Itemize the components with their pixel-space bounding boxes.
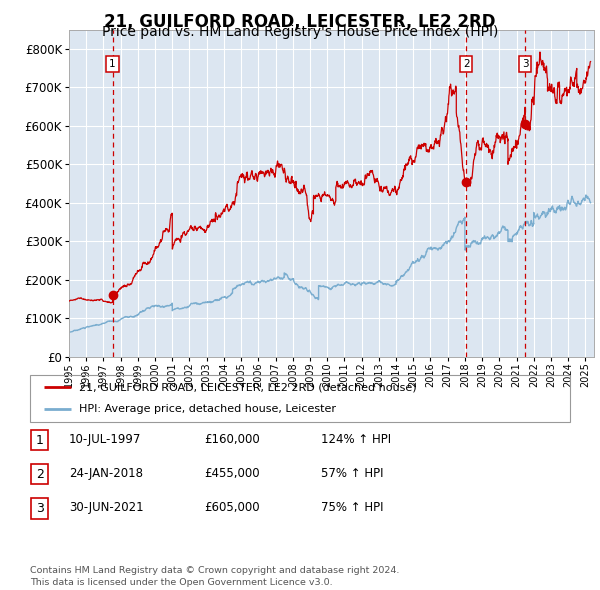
Text: Contains HM Land Registry data © Crown copyright and database right 2024.
This d: Contains HM Land Registry data © Crown c… <box>30 566 400 587</box>
Text: 2: 2 <box>35 468 44 481</box>
Text: 24-JAN-2018: 24-JAN-2018 <box>69 467 143 480</box>
Text: 21, GUILFORD ROAD, LEICESTER, LE2 2RD: 21, GUILFORD ROAD, LEICESTER, LE2 2RD <box>104 13 496 31</box>
Text: 1: 1 <box>109 59 116 69</box>
Text: £455,000: £455,000 <box>204 467 260 480</box>
Text: 30-JUN-2021: 30-JUN-2021 <box>69 502 143 514</box>
Text: 21, GUILFORD ROAD, LEICESTER, LE2 2RD (detached house): 21, GUILFORD ROAD, LEICESTER, LE2 2RD (d… <box>79 382 416 392</box>
Text: 75% ↑ HPI: 75% ↑ HPI <box>321 502 383 514</box>
Text: £160,000: £160,000 <box>204 433 260 446</box>
Text: 1: 1 <box>35 434 44 447</box>
Text: 2: 2 <box>463 59 469 69</box>
Text: 57% ↑ HPI: 57% ↑ HPI <box>321 467 383 480</box>
Text: 3: 3 <box>522 59 529 69</box>
Text: Price paid vs. HM Land Registry's House Price Index (HPI): Price paid vs. HM Land Registry's House … <box>102 25 498 40</box>
Text: 10-JUL-1997: 10-JUL-1997 <box>69 433 142 446</box>
Text: HPI: Average price, detached house, Leicester: HPI: Average price, detached house, Leic… <box>79 404 335 414</box>
Text: 3: 3 <box>35 502 44 515</box>
Text: 124% ↑ HPI: 124% ↑ HPI <box>321 433 391 446</box>
Text: £605,000: £605,000 <box>204 502 260 514</box>
